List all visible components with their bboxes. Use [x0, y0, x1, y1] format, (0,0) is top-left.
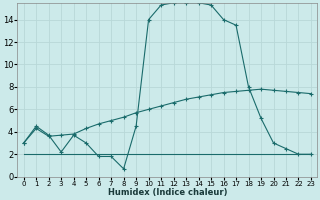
- X-axis label: Humidex (Indice chaleur): Humidex (Indice chaleur): [108, 188, 227, 197]
